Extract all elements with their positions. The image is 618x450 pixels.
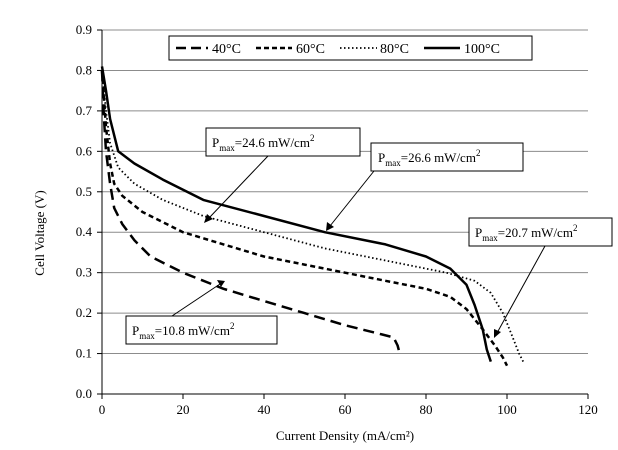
arrow-line-24-6	[208, 155, 269, 219]
annotation-text-24-6: Pmax=24.6 mW/cm2	[212, 133, 314, 153]
annotation-pmax-24-6: Pmax=24.6 mW/cm2	[205, 127, 361, 157]
arrow-head-24-6	[204, 214, 213, 223]
series-line-3	[100, 66, 492, 362]
y-tick-label: 0.5	[76, 184, 92, 199]
annotation-pmax-10-8: Pmax=10.8 mW/cm2	[125, 315, 278, 345]
y-tick-label: 0.9	[76, 22, 92, 37]
legend-label-40c: 40°C	[212, 42, 241, 57]
x-axis-title: Current Density (mA/cm²)	[276, 428, 414, 443]
legend-label-80c: 80°C	[380, 42, 409, 57]
annotation-arrows	[171, 155, 546, 338]
annotation-pmax-26-6: Pmax=26.6 mW/cm2	[370, 142, 524, 172]
y-tick-label: 0.0	[76, 386, 92, 401]
x-tick-label: 80	[420, 402, 433, 417]
y-tick-label: 0.7	[76, 103, 93, 118]
x-tick-label: 0	[99, 402, 106, 417]
x-tick-label: 40	[258, 402, 271, 417]
arrow-head-20-7	[494, 329, 501, 338]
arrow-head-26-6	[326, 222, 334, 231]
y-tick-label: 0.3	[76, 265, 92, 280]
annotation-text-10-8: Pmax=10.8 mW/cm2	[132, 321, 234, 341]
annotation-pmax-20-7: Pmax=20.7 mW/cm2	[468, 217, 613, 247]
y-tick-labels: 0.0 0.1 0.2 0.3 0.4 0.5 0.6 0.7 0.8 0.9	[76, 22, 93, 401]
y-tick-label: 0.6	[76, 143, 93, 158]
y-tick-label: 0.4	[76, 224, 93, 239]
series-line-0	[100, 70, 401, 354]
arrow-line-10-8	[171, 283, 221, 317]
arrow-line-26-6	[329, 165, 379, 227]
y-axis-title: Cell Voltage (V)	[32, 190, 47, 275]
y-tick-label: 0.2	[76, 305, 92, 320]
legend-box	[168, 35, 533, 61]
x-tick-label: 20	[177, 402, 190, 417]
annotation-text-20-7: Pmax=20.7 mW/cm2	[475, 223, 577, 243]
x-tick-label: 60	[339, 402, 352, 417]
series-lines	[100, 66, 525, 367]
arrow-line-20-7	[496, 245, 546, 334]
legend-label-60c: 60°C	[296, 42, 325, 57]
y-tick-label: 0.1	[76, 346, 92, 361]
y-tick-label: 0.8	[76, 62, 92, 77]
legend: 40°C 60°C 80°C 100°C	[168, 35, 533, 61]
series-line-2	[101, 70, 525, 363]
legend-label-100c: 100°C	[464, 42, 500, 57]
arrow-head-10-8	[217, 280, 225, 287]
x-tick-label: 100	[497, 402, 517, 417]
x-tick-labels: 0 20 40 60 80 100 120	[99, 402, 598, 417]
annotation-text-26-6: Pmax=26.6 mW/cm2	[378, 148, 480, 168]
x-tick-label: 120	[578, 402, 598, 417]
